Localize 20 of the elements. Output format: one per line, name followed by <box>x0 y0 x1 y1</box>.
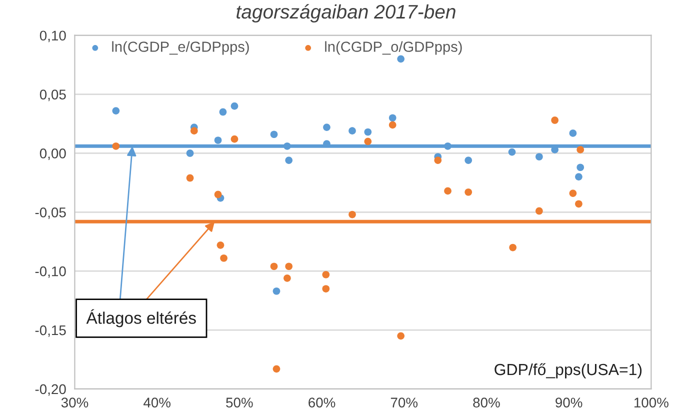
legend-label: ln(CGDP_e/GDPpps) <box>112 41 249 55</box>
y-tick-label: 0,10 <box>40 30 66 42</box>
x-tick-label: 40% <box>144 398 170 408</box>
y-tick-label: 0,00 <box>40 148 66 160</box>
x-tick-label: 90% <box>556 398 582 408</box>
y-tick-label: -0,20 <box>35 384 66 396</box>
x-tick-label: 80% <box>473 398 500 408</box>
chart-title: tagországaiban 2017-ben <box>236 4 456 23</box>
y-tick-label: -0,10 <box>35 266 66 278</box>
annotation: Átlagos eltérés <box>86 309 196 328</box>
x-tick-label: 70% <box>390 398 418 408</box>
x-tick-label: 30% <box>61 398 88 408</box>
x-tick-label: 60% <box>308 398 336 408</box>
y-tick-label: -0,05 <box>35 207 66 219</box>
legend-label: ln(CGDP_o/GDPpps) <box>325 41 462 55</box>
y-tick-label: -0,15 <box>35 325 66 337</box>
x-axis-title: GDP/fő_pps(USA=1) <box>494 363 642 378</box>
x-tick-label: 100% <box>634 398 668 408</box>
y-tick-label: 0,05 <box>40 90 66 102</box>
x-tick-label: 50% <box>226 398 253 408</box>
